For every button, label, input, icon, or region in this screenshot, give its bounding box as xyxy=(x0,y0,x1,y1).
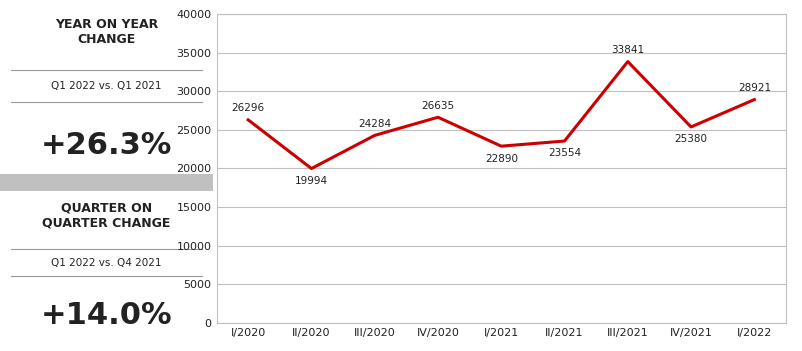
Text: 28921: 28921 xyxy=(738,83,771,93)
Text: +14.0%: +14.0% xyxy=(40,302,172,330)
Text: 26296: 26296 xyxy=(232,103,265,113)
Text: 23554: 23554 xyxy=(548,148,581,158)
Text: 26635: 26635 xyxy=(421,101,455,111)
Text: 25380: 25380 xyxy=(674,134,707,144)
Text: YEAR ON YEAR
CHANGE: YEAR ON YEAR CHANGE xyxy=(55,18,158,46)
Text: 22890: 22890 xyxy=(484,153,518,164)
Text: Q1 2022 vs. Q1 2021: Q1 2022 vs. Q1 2021 xyxy=(51,81,161,91)
FancyBboxPatch shape xyxy=(0,174,213,191)
Text: 24284: 24284 xyxy=(358,119,391,129)
Text: 33841: 33841 xyxy=(611,45,644,55)
Text: QUARTER ON
QUARTER CHANGE: QUARTER ON QUARTER CHANGE xyxy=(42,202,171,230)
Text: +26.3%: +26.3% xyxy=(41,131,172,160)
Text: 19994: 19994 xyxy=(295,176,328,186)
Text: Q1 2022 vs. Q4 2021: Q1 2022 vs. Q4 2021 xyxy=(51,258,161,267)
